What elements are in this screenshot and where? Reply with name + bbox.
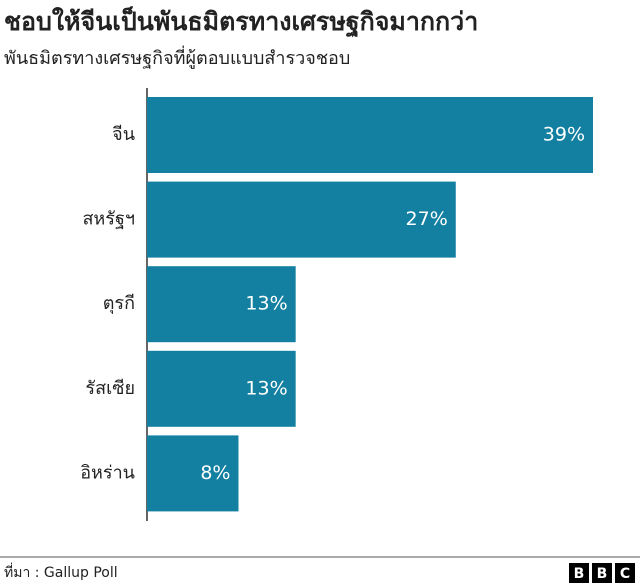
chart-subtitle: พันธมิตรทางเศรษฐกิจที่ผู้ตอบแบบสำรวจชอบ [4, 45, 350, 69]
category-label: จีน [112, 124, 135, 145]
bar [147, 181, 456, 258]
category-label: สหรัฐฯ [82, 209, 135, 230]
bar [147, 97, 593, 173]
bar [147, 350, 296, 427]
logo-letter: B [597, 566, 608, 582]
value-label: 39% [543, 124, 585, 146]
value-label: 8% [200, 462, 230, 484]
value-label: 13% [245, 293, 287, 315]
logo-box [615, 563, 635, 583]
bar [147, 266, 296, 343]
logo-letter: C [620, 566, 630, 582]
chart-title: ชอบให้จีนเป็นพันธมิตรทางเศรษฐกิจมากกว่า [4, 6, 478, 38]
value-label: 27% [406, 208, 448, 230]
source: ที่มา : Gallup Poll [4, 563, 118, 581]
logo-box [569, 563, 589, 583]
logo-letter: B [574, 566, 585, 582]
category-label: ตุรกี [103, 293, 135, 314]
bar [147, 435, 239, 512]
category-label: อิหร่าน [80, 462, 135, 483]
value-label: 13% [245, 377, 287, 399]
logo-box [592, 563, 612, 583]
category-label: รัสเซีย [85, 378, 135, 399]
